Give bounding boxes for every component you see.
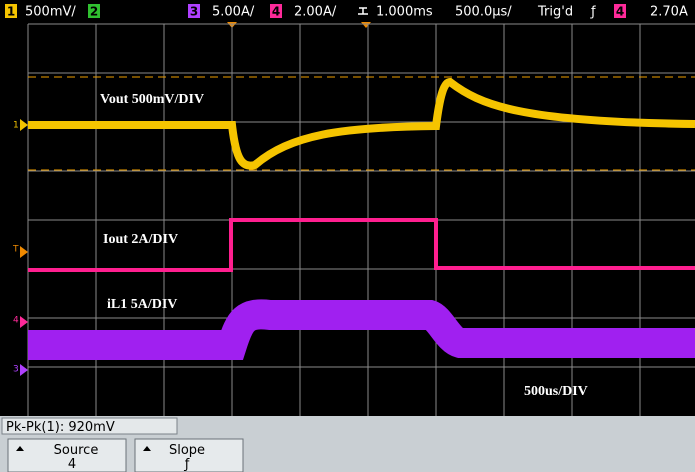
scope-screen: 1 500mV/ 2 3 5.00A/ 4 2.00A/ 1.000ms 500…	[0, 0, 695, 472]
timebase: 500.0µs/	[455, 5, 512, 20]
ch3-scale: 5.00A/	[212, 5, 255, 20]
softkey-value: ƒ	[184, 457, 190, 472]
delay: 1.000ms	[376, 5, 433, 20]
delay-marker	[361, 22, 371, 28]
trigger-status: Trig'd	[537, 5, 573, 20]
trigger-marker-label: T	[12, 245, 19, 255]
ch4-marker	[20, 316, 28, 328]
ch1-marker-label: 1	[13, 121, 19, 131]
measurement: Pk-Pk(1): 920mV	[6, 420, 115, 435]
il1-annotation: iL1 5A/DIV	[107, 297, 177, 312]
trigger-level-marker	[20, 246, 28, 258]
ch3-label: 3	[190, 5, 198, 19]
ch1-marker	[20, 119, 28, 131]
ch3-marker-label: 3	[13, 365, 19, 375]
softkey-label: Slope	[169, 443, 205, 458]
ch2-label: 2	[90, 5, 98, 19]
il1-trace	[28, 314, 695, 345]
timebase-annotation: 500us/DIV	[524, 384, 588, 399]
ch4-marker-label: 4	[13, 316, 19, 326]
softkey-value: 4	[68, 457, 76, 472]
ch1-scale: 500mV/	[25, 5, 76, 20]
ch4-scale: 2.00A/	[294, 5, 337, 20]
trigger-source: 4	[616, 5, 624, 19]
trigger-level: 2.70A	[650, 5, 688, 20]
vout-annotation: Vout 500mV/DIV	[100, 92, 204, 107]
ch1-label: 1	[7, 5, 15, 19]
trigger-slope: ƒ	[590, 5, 596, 20]
softkey-label: Source	[54, 443, 99, 458]
iout-annotation: Iout 2A/DIV	[103, 232, 178, 247]
page: {"status_bar":{"ch1_label":"1","ch1_scal…	[0, 0, 695, 472]
ch4-label: 4	[272, 5, 280, 19]
ch3-marker	[20, 364, 28, 376]
